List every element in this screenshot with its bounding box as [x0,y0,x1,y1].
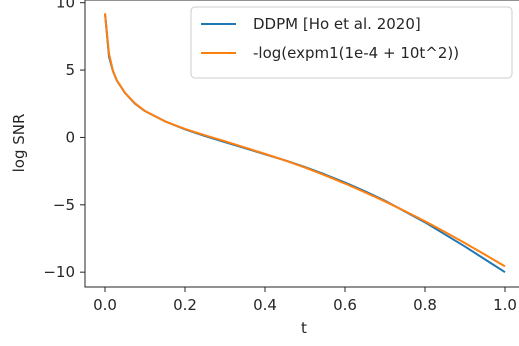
x-tick-label: 0.8 [413,296,437,314]
y-tick-label: 5 [65,61,75,79]
x-axis-ticks: 0.0 0.2 0.4 0.6 0.8 1.0 [93,287,517,314]
series-layer [104,13,506,274]
x-tick-label: 0.6 [333,296,357,314]
x-tick-label: 0.0 [93,296,117,314]
legend: DDPM [Ho et al. 2020] -log(expm1(1e-4 + … [190,6,513,79]
x-tick-label: 1.0 [493,296,517,314]
y-tick-label: 0 [65,128,75,146]
y-tick-label: −10 [43,263,75,281]
y-axis-label: log SNR [10,114,28,173]
plot-area [84,0,519,288]
x-axis-label: t [301,319,307,337]
legend-label-formula: -log(expm1(1e-4 + 10t^2)) [253,44,459,62]
axes-frame [84,0,519,288]
legend-box [190,6,513,79]
y-tick-label: 10 [56,0,75,12]
x-tick-label: 0.2 [173,296,197,314]
y-tick-label: −5 [53,196,75,214]
x-tick-label: 0.4 [253,296,277,314]
y-axis-ticks: −10 −5 0 5 10 [43,0,85,281]
legend-label-ddpm: DDPM [Ho et al. 2020] [253,15,421,33]
series-line-1 [104,13,506,268]
